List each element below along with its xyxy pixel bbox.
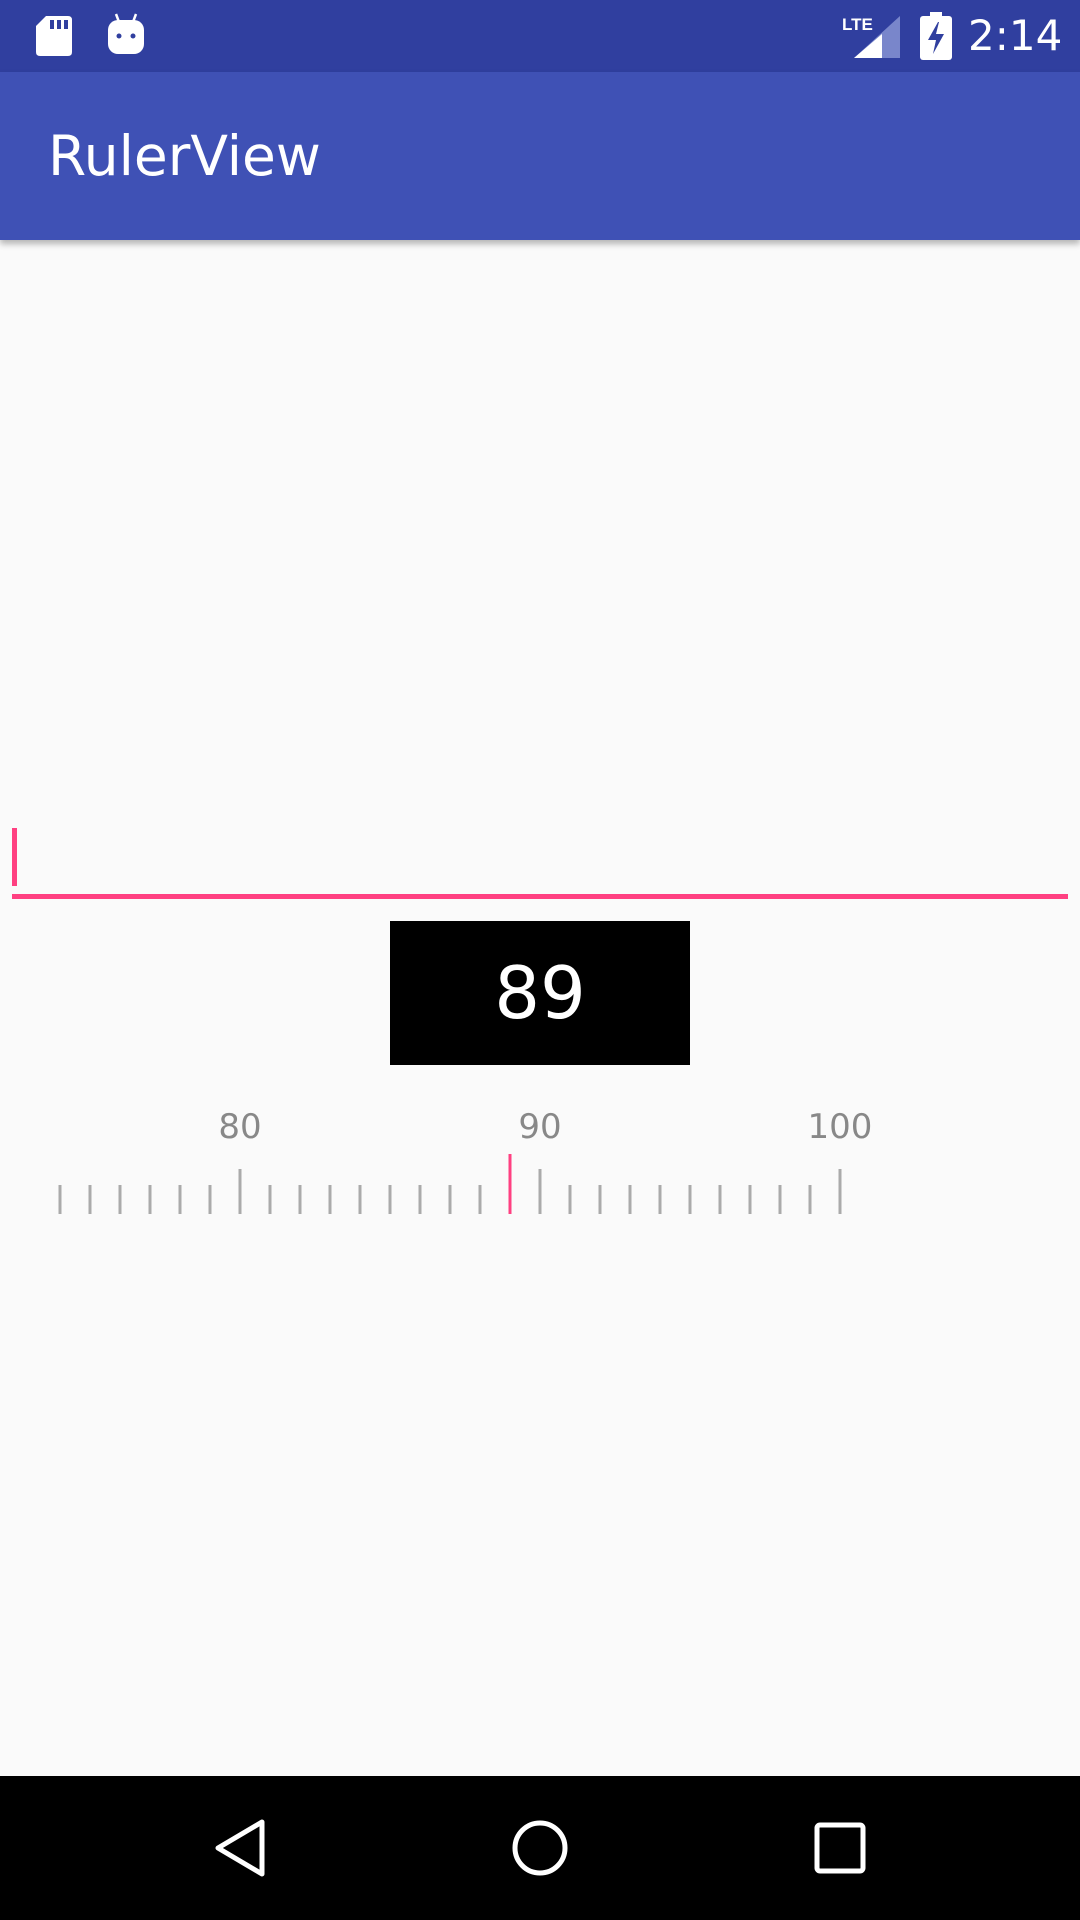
input-underline [12, 894, 1068, 899]
navigation-bar [0, 1776, 1080, 1920]
ruler-label: 100 [808, 1107, 873, 1147]
ruler-label: 90 [518, 1107, 561, 1147]
status-time: 2:14 [968, 11, 1063, 60]
sd-card-icon [36, 16, 72, 56]
home-icon[interactable] [500, 1808, 580, 1888]
value-input-field[interactable] [12, 828, 1068, 900]
recents-icon[interactable] [800, 1808, 880, 1888]
android-icon [108, 13, 144, 54]
ruler-label: 80 [218, 1107, 261, 1147]
svg-text:LTE: LTE [842, 15, 873, 34]
text-cursor [12, 828, 17, 886]
page-title: RulerView [48, 124, 321, 188]
selected-value-box: 89 [390, 921, 690, 1065]
signal-icon: LTE [842, 15, 900, 58]
battery-charging-icon [920, 12, 952, 60]
selected-value: 89 [494, 951, 586, 1035]
ruler-view[interactable]: 80 90 100 [0, 1090, 1080, 1230]
back-icon[interactable] [200, 1808, 280, 1888]
app-bar: RulerView [0, 72, 1080, 240]
status-bar: LTE 2:14 [0, 0, 1080, 72]
